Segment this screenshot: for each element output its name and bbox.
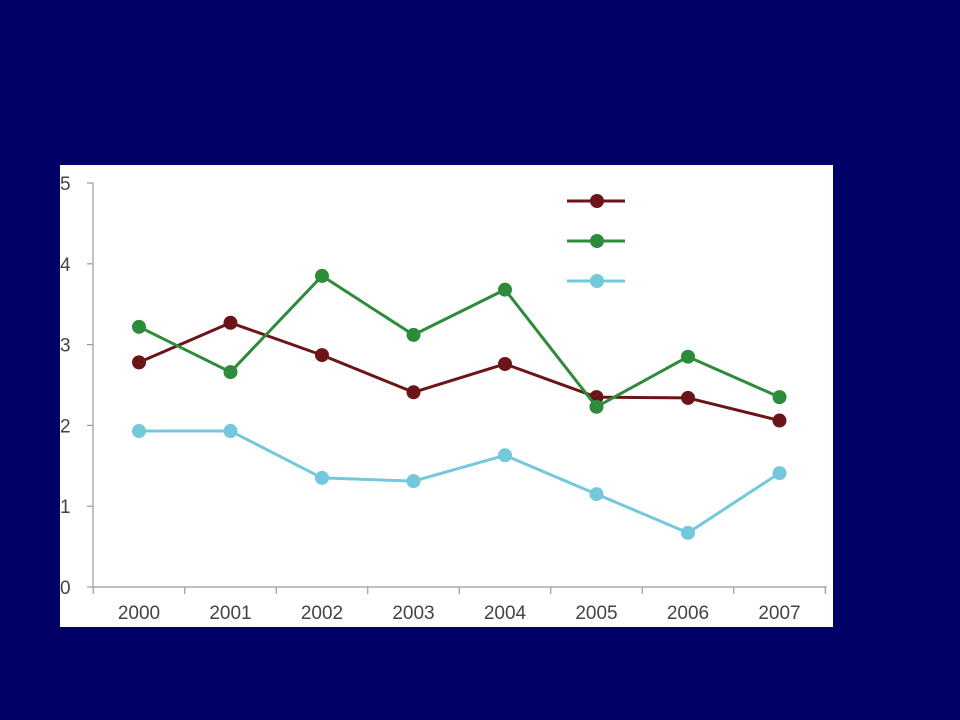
data-point <box>406 327 421 342</box>
legend-item <box>567 234 625 248</box>
data-point <box>772 466 787 481</box>
x-tick-label: 2000 <box>118 603 160 624</box>
data-point <box>681 390 695 405</box>
chart-series <box>132 268 787 540</box>
legend-marker <box>590 234 604 248</box>
data-point <box>498 448 512 463</box>
x-tick-label: 2001 <box>209 603 251 624</box>
line-chart: 0 1 2 3 4 5 2000 2001 2002 2003 2004 2005 2006 2007 <box>60 174 827 624</box>
data-point <box>681 525 695 540</box>
data-point <box>315 348 329 363</box>
data-point <box>132 319 146 334</box>
data-point <box>406 385 421 400</box>
legend-marker <box>590 274 604 288</box>
series-1 <box>132 315 787 428</box>
y-tick-label: 0 <box>60 578 71 599</box>
x-tick-label: 2007 <box>758 603 800 624</box>
data-point <box>223 424 238 439</box>
series-line <box>138 274 781 409</box>
y-tick-label: 2 <box>60 416 71 437</box>
data-point <box>772 390 787 405</box>
y-tick-label: 3 <box>60 336 71 357</box>
series-line <box>138 321 780 423</box>
x-tick-label: 2003 <box>392 603 434 624</box>
data-point <box>132 424 146 439</box>
legend-item <box>567 274 625 288</box>
x-tick-label: 2005 <box>575 603 617 624</box>
x-tick-label: 2002 <box>301 603 343 624</box>
chart-panel: 0 1 2 3 4 5 2000 2001 2002 2003 2004 2005 2006 2007 <box>60 165 833 627</box>
data-point <box>589 487 604 502</box>
data-point <box>589 399 604 414</box>
y-tick-label: 4 <box>60 255 71 276</box>
x-tick-label: 2004 <box>484 603 527 624</box>
chart-axes: 0 1 2 3 4 5 2000 2001 2002 2003 2004 2005 2006 2007 <box>60 174 827 624</box>
y-tick-label: 5 <box>60 174 71 195</box>
data-point <box>223 315 238 330</box>
data-point <box>772 413 787 428</box>
series-line <box>139 429 781 535</box>
data-point <box>681 349 695 364</box>
data-point <box>406 474 421 489</box>
y-tick-label: 1 <box>60 497 71 518</box>
data-point <box>315 470 329 485</box>
series-2 <box>132 268 787 414</box>
legend-marker <box>590 194 604 208</box>
data-point <box>132 355 146 370</box>
x-tick-label: 2006 <box>667 603 709 624</box>
data-point <box>498 282 512 297</box>
legend-item <box>567 194 625 208</box>
data-point <box>315 268 329 283</box>
data-point <box>498 356 512 371</box>
data-point <box>223 365 238 380</box>
series-3 <box>132 424 787 540</box>
chart-legend <box>567 194 625 288</box>
